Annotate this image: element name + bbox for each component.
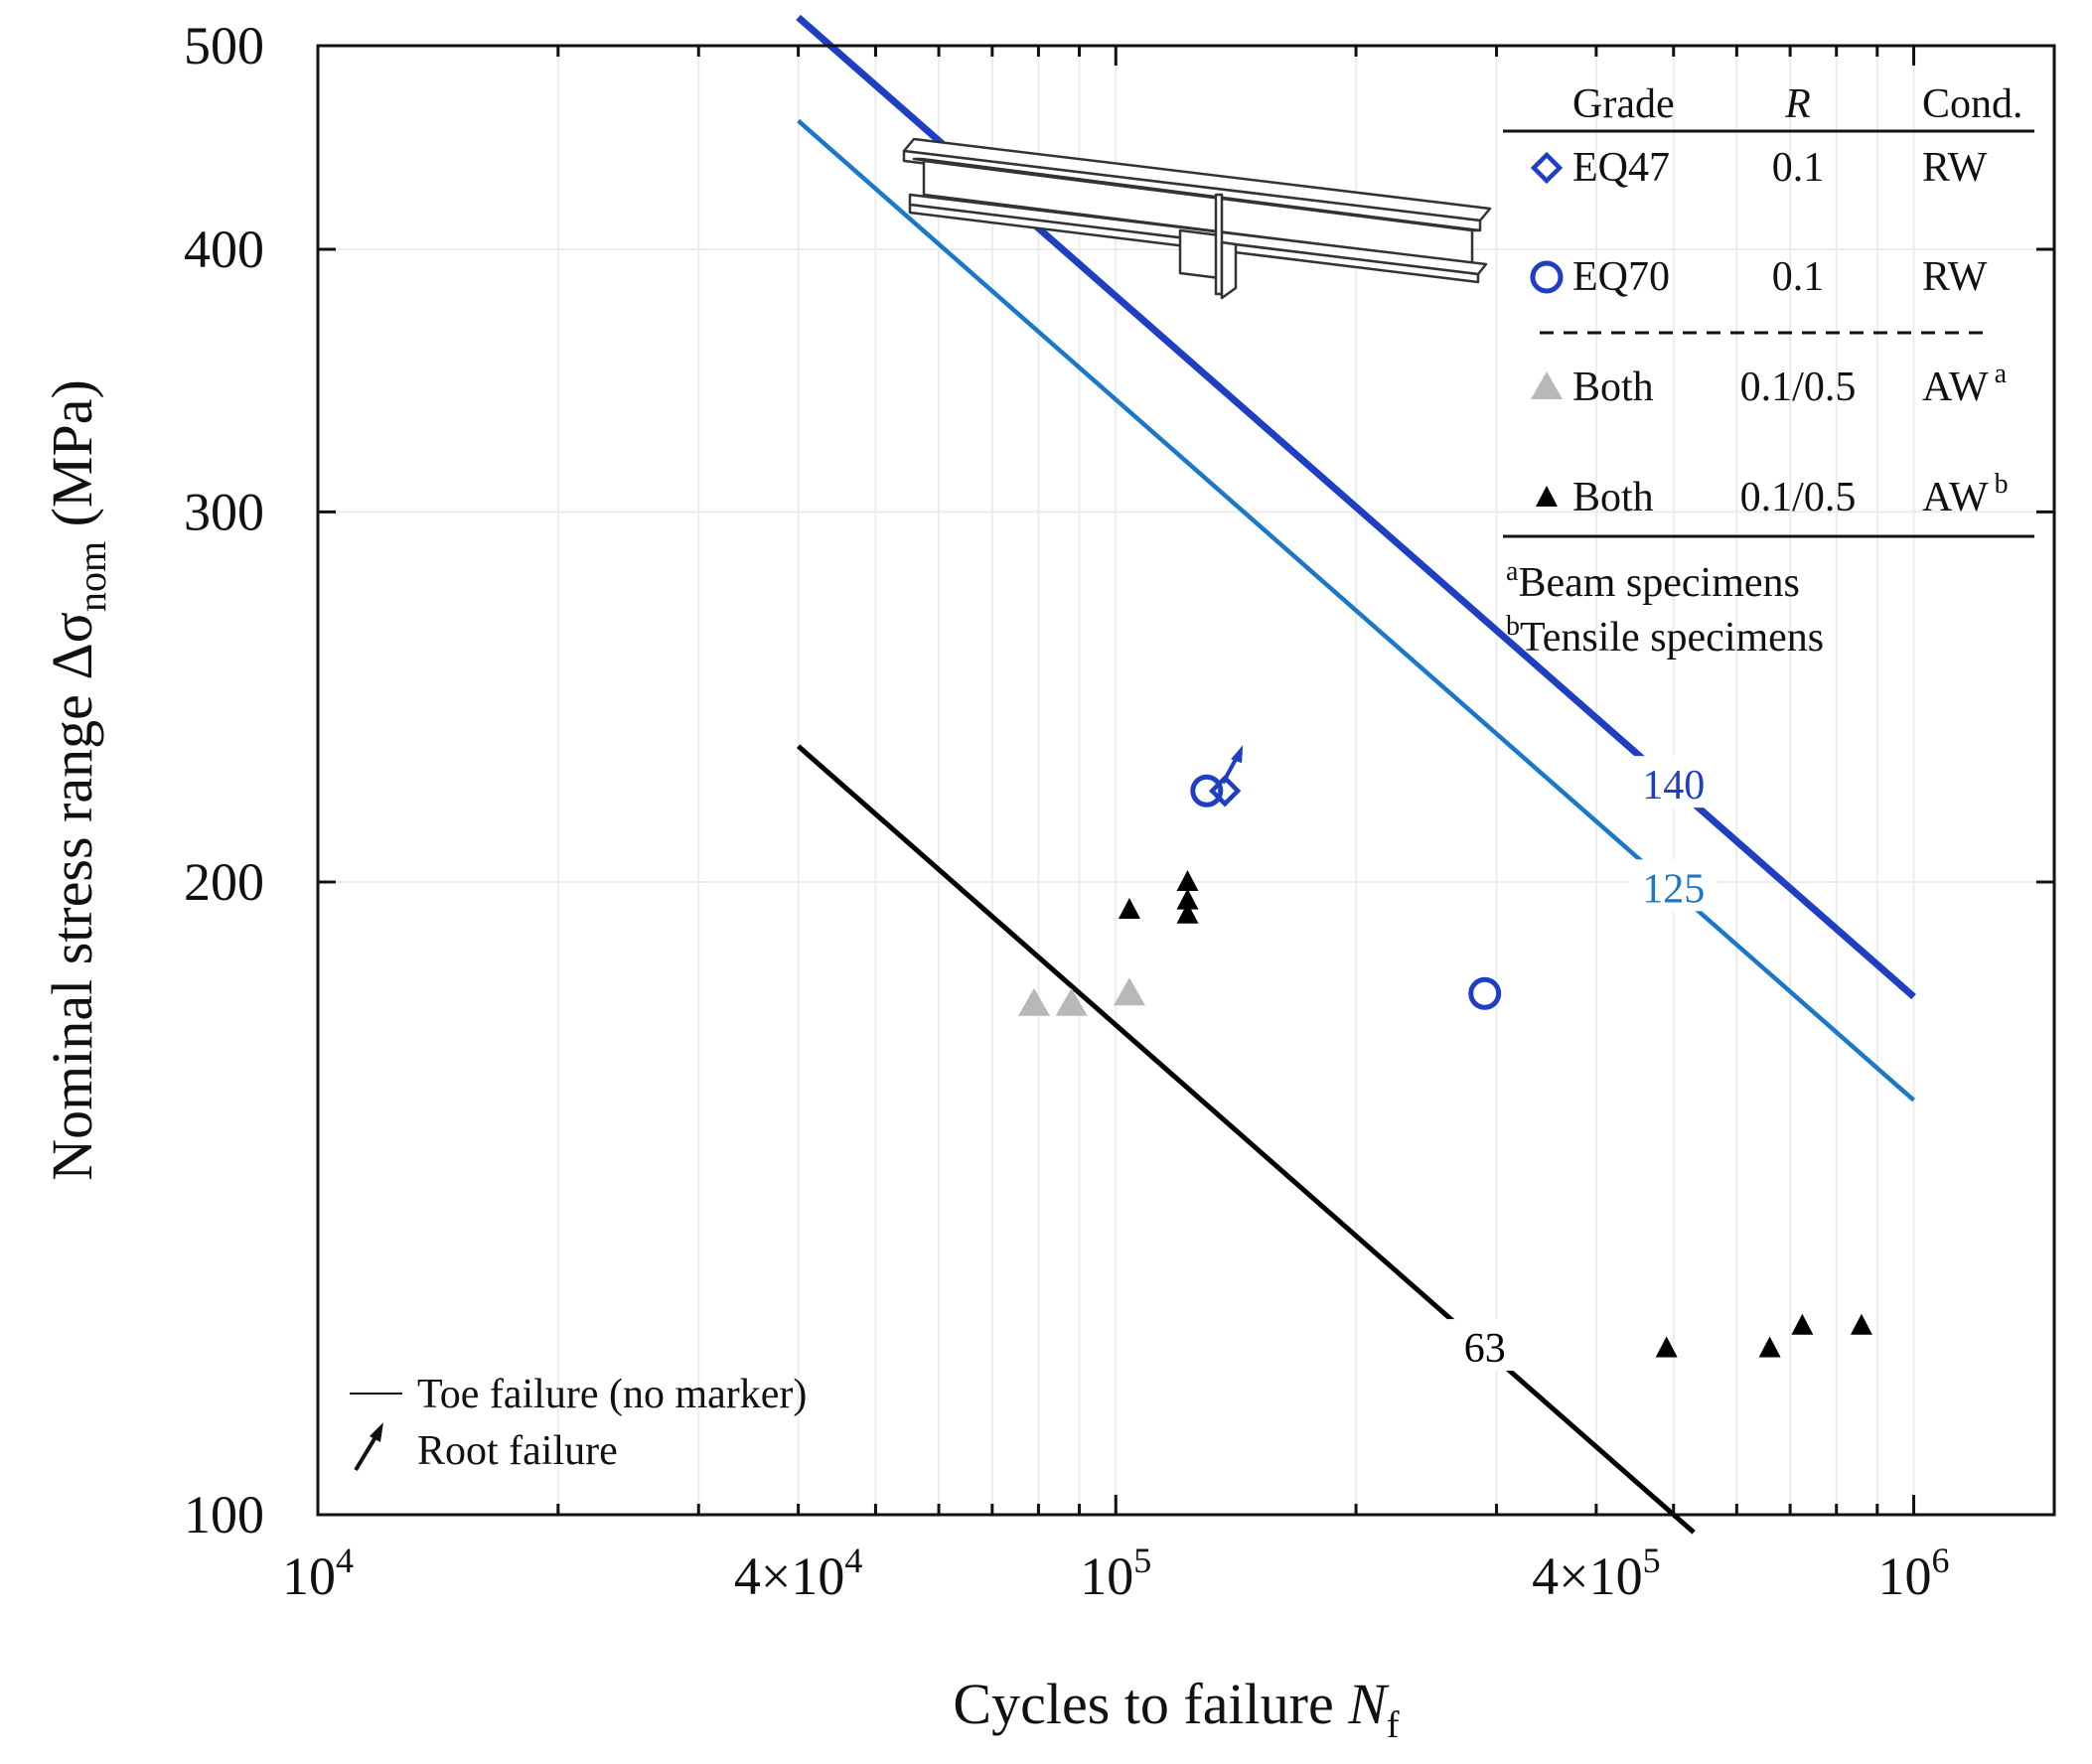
legend: Grade R Cond. EQ47 0.1 RW EQ70 0.1 RW Both 0.1/0.5… bbox=[1506, 81, 2023, 661]
legend-grade: EQ47 bbox=[1572, 145, 1670, 191]
legend-r: 0.1 bbox=[1772, 145, 1825, 191]
sn-curve-63 bbox=[796, 744, 1696, 1535]
legend-grade: EQ70 bbox=[1572, 254, 1670, 300]
x-tick-label: 104 bbox=[282, 1541, 354, 1606]
legend-marker bbox=[1530, 260, 1564, 294]
legend-footnote: aBeam specimens bbox=[1506, 556, 1800, 606]
x-axis-title: Cycles to failure Nf bbox=[953, 1672, 1400, 1746]
legend-header-grade: Grade bbox=[1572, 81, 1675, 127]
root-failure-label: Root failure bbox=[417, 1428, 618, 1474]
legend-grade: Both bbox=[1572, 365, 1654, 410]
failure-legend: Toe failure (no marker) Root failure bbox=[350, 1372, 807, 1474]
y-axis-title: Nominal stress range Δσnom (MPa) bbox=[40, 379, 114, 1181]
x-tick-label: 106 bbox=[1878, 1541, 1950, 1606]
legend-box bbox=[1503, 129, 2034, 538]
legend-r: 0.1/0.5 bbox=[1740, 365, 1857, 410]
sn-curve-label-63: 63 bbox=[1464, 1326, 1506, 1372]
data-points bbox=[1018, 745, 1872, 1358]
root-failure-arrow-icon bbox=[1221, 756, 1239, 785]
sn-curve-label-bg bbox=[1440, 1319, 1529, 1372]
sn-curve-label-bg bbox=[1629, 756, 1718, 808]
y-tick-label: 100 bbox=[184, 1485, 264, 1544]
data-point bbox=[1208, 775, 1242, 808]
x-tick-label: 105 bbox=[1080, 1541, 1151, 1606]
beam-specimen-illustration bbox=[902, 137, 1492, 300]
data-point bbox=[1055, 987, 1088, 1016]
x-tick-label: 4×104 bbox=[734, 1541, 862, 1606]
legend-cond: RW bbox=[1922, 254, 1988, 300]
legend-footnote: bTensile specimens bbox=[1506, 611, 1824, 661]
legend-header-r: R bbox=[1784, 81, 1811, 127]
sn-curve-label-bg bbox=[1629, 859, 1718, 912]
data-point bbox=[1176, 870, 1199, 892]
data-point bbox=[1118, 898, 1140, 920]
axes bbox=[316, 44, 2056, 1517]
y-tick-label: 200 bbox=[184, 852, 264, 912]
data-point bbox=[1176, 902, 1199, 924]
axis-labels: 100 200 300 400 500 104 4×104 105 4×105 106 Cycles… bbox=[40, 16, 1950, 1746]
plot-frame bbox=[316, 44, 2056, 1517]
grid bbox=[318, 46, 2054, 1515]
data-point bbox=[1655, 1336, 1678, 1358]
sn-curve-125 bbox=[797, 118, 1916, 1102]
root-failure-arrow-icon bbox=[354, 1422, 383, 1472]
legend-header-cond: Cond. bbox=[1922, 81, 2023, 127]
legend-marker bbox=[1531, 371, 1563, 399]
legend-marker bbox=[1530, 151, 1564, 185]
data-point bbox=[1018, 987, 1051, 1016]
data-point bbox=[1850, 1313, 1872, 1335]
root-failure-arrowhead bbox=[1231, 745, 1244, 764]
legend-r: 0.1 bbox=[1772, 254, 1825, 300]
legend-r: 0.1/0.5 bbox=[1740, 475, 1857, 520]
y-tick-label: 500 bbox=[184, 16, 264, 75]
data-point bbox=[1113, 977, 1145, 1006]
legend-marker bbox=[1536, 486, 1558, 507]
y-tick-label: 400 bbox=[184, 220, 264, 279]
data-point bbox=[1791, 1313, 1814, 1335]
legend-grade: Both bbox=[1572, 475, 1654, 520]
toe-failure-label: Toe failure (no marker) bbox=[417, 1372, 807, 1417]
sn-curve-label-125: 125 bbox=[1642, 866, 1705, 912]
legend-cond: AW b bbox=[1922, 469, 2009, 520]
y-tick-label: 300 bbox=[184, 482, 264, 541]
data-point bbox=[1190, 774, 1224, 808]
data-point bbox=[1758, 1336, 1781, 1358]
legend-cond: AW a bbox=[1922, 359, 2008, 410]
legend-cond: RW bbox=[1922, 145, 1988, 191]
sn-curve-label-140: 140 bbox=[1642, 763, 1705, 808]
data-point bbox=[1176, 888, 1199, 910]
data-point bbox=[1468, 976, 1502, 1010]
x-tick-label: 4×105 bbox=[1532, 1541, 1660, 1606]
